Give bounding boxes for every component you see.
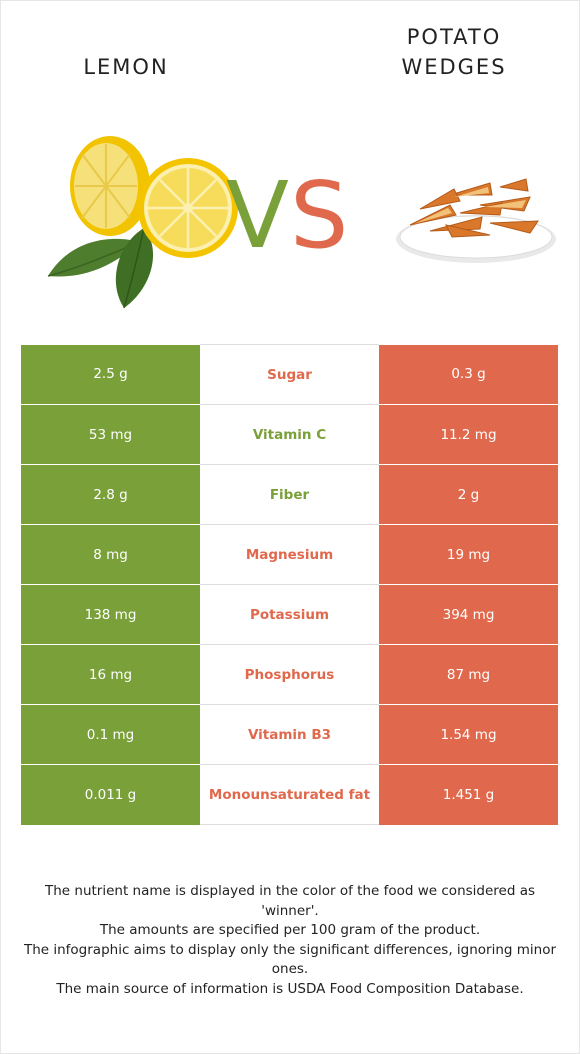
right-food-value: 1.54 mg	[379, 704, 558, 765]
right-food-value: 2 g	[379, 464, 558, 525]
nutrient-name: Fiber	[200, 464, 379, 525]
right-food-title: POTATO WEDGES	[344, 22, 564, 82]
left-food-value: 138 mg	[21, 584, 200, 645]
right-food-value: 394 mg	[379, 584, 558, 645]
right-food-value: 1.451 g	[379, 764, 558, 825]
left-food-value: 2.5 g	[21, 344, 200, 405]
footnote: The amounts are specified per 100 gram o…	[99, 922, 481, 938]
right-food-value: 11.2 mg	[379, 404, 558, 465]
footnote: The main source of information is USDA F…	[56, 980, 524, 997]
nutrient-name: Potassium	[200, 584, 379, 645]
table-row: 0.011 g Monounsaturated fat 1.451 g	[21, 764, 558, 825]
footnote: The nutrient name is displayed in the co…	[44, 883, 536, 919]
right-food-value: 0.3 g	[379, 344, 558, 405]
nutrient-name: Vitamin C	[200, 404, 379, 465]
table-row: 16 mg Phosphorus 87 mg	[21, 644, 558, 705]
left-food-title: LEMON	[16, 52, 236, 82]
left-food-value: 0.1 mg	[21, 704, 200, 765]
left-food-value: 16 mg	[21, 644, 200, 705]
left-food-value: 8 mg	[21, 524, 200, 585]
nutrient-name: Vitamin B3	[200, 704, 379, 765]
table-row: 2.8 g Fiber 2 g	[21, 464, 558, 525]
potato-wedges-plate-icon	[396, 178, 556, 263]
nutrient-comparison-table: 2.5 g Sugar 0.3 g 53 mg Vitamin C 11.2 mg 2.8 …	[21, 344, 558, 825]
left-food-value: 53 mg	[21, 404, 200, 465]
nutrient-name: Monounsaturated fat	[200, 764, 379, 825]
nutrient-name: Sugar	[200, 344, 379, 405]
footnotes: The nutrient name is displayed in the co…	[20, 882, 560, 999]
right-food-name-line1: POTATO	[406, 25, 502, 49]
right-food-value: 19 mg	[379, 524, 558, 585]
left-food-value: 0.011 g	[21, 764, 200, 825]
left-food-name: LEMON	[83, 55, 169, 79]
lemon-halves-icon	[47, 136, 238, 309]
table-row: 8 mg Magnesium 19 mg	[21, 524, 558, 585]
table-row: 2.5 g Sugar 0.3 g	[21, 344, 558, 405]
nutrient-name: Phosphorus	[200, 644, 379, 705]
left-food-value: 2.8 g	[21, 464, 200, 525]
nutrient-name: Magnesium	[200, 524, 379, 585]
table-row: 53 mg Vitamin C 11.2 mg	[21, 404, 558, 465]
footnote: The infographic aims to display only the…	[23, 941, 557, 978]
right-food-name-line2: WEDGES	[401, 55, 507, 79]
right-food-value: 87 mg	[379, 644, 558, 705]
vs-s-letter: S	[290, 162, 349, 269]
table-row: 138 mg Potassium 394 mg	[21, 584, 558, 645]
table-row: 0.1 mg Vitamin B3 1.54 mg	[21, 704, 558, 765]
vs-v-letter: V	[226, 162, 289, 269]
